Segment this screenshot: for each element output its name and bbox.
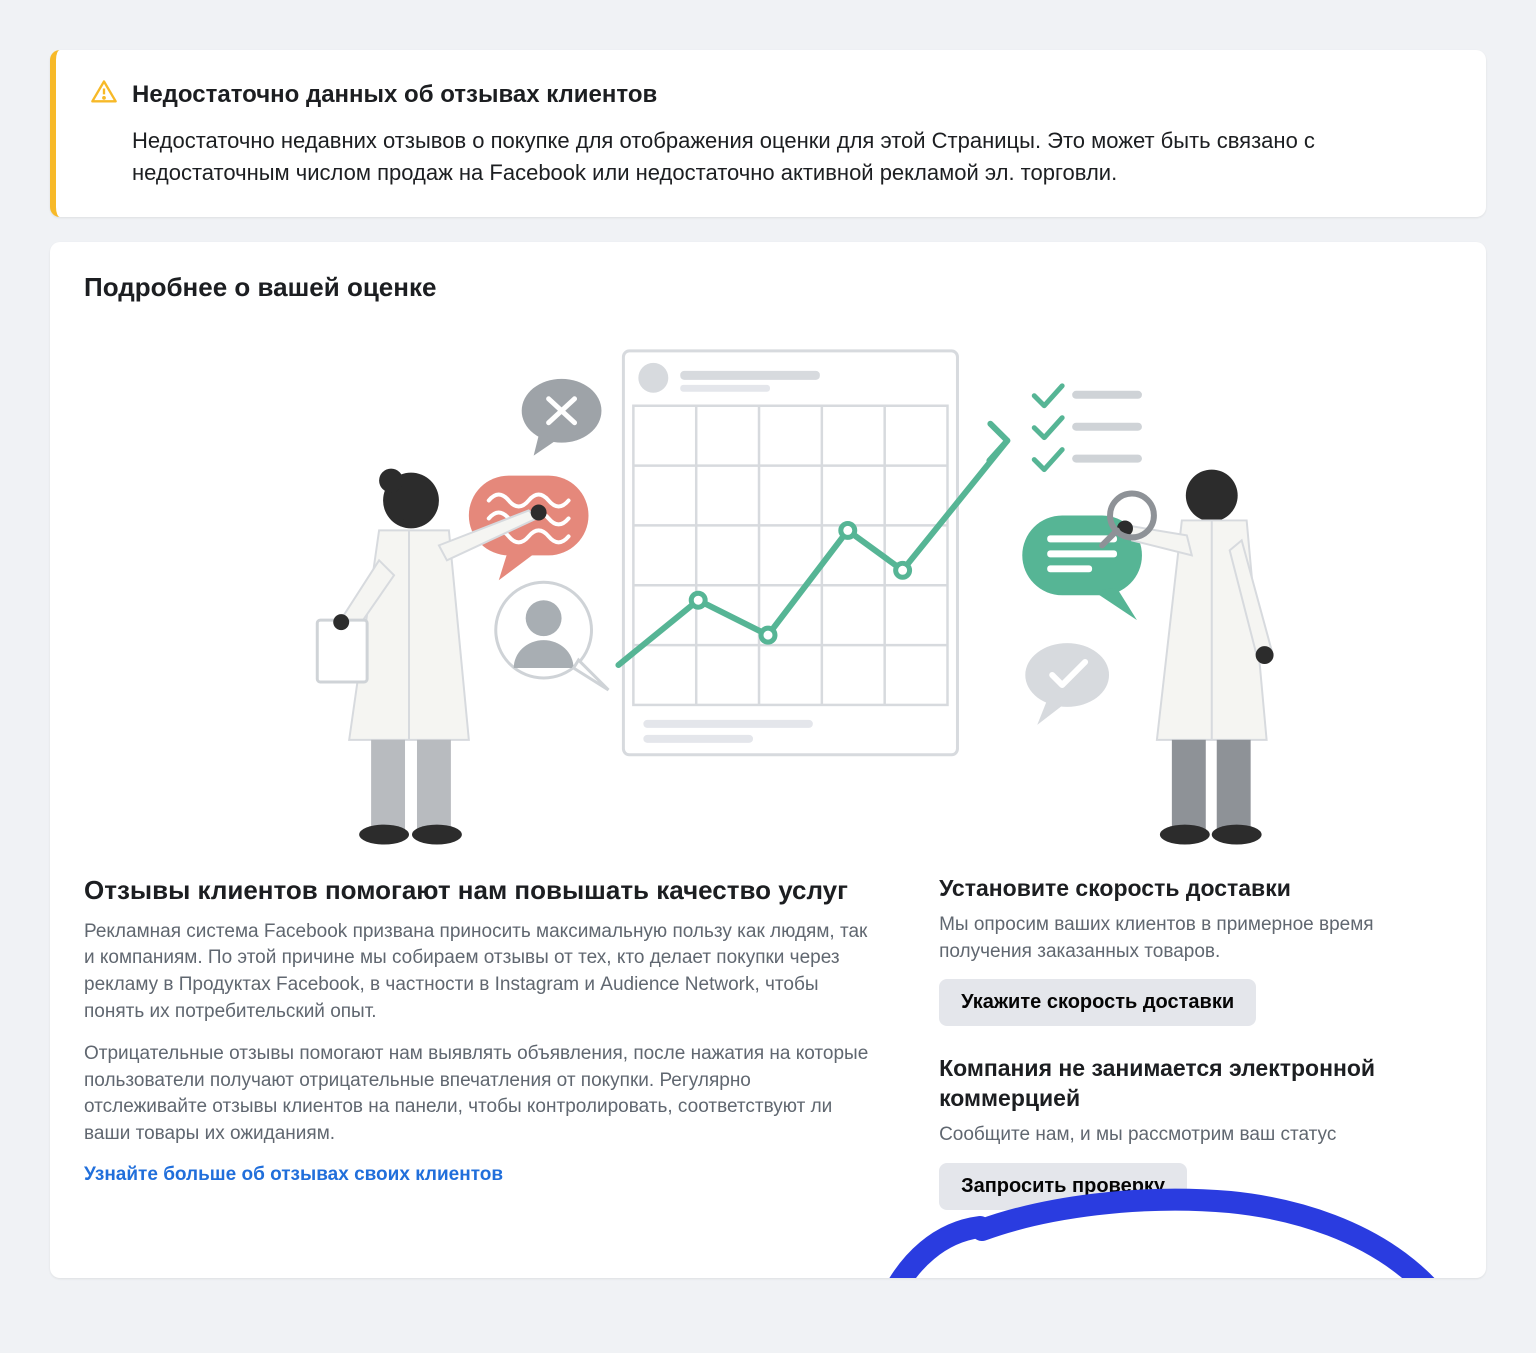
left-heading: Отзывы клиентов помогают нам повышать ка… xyxy=(84,874,879,907)
not-ecommerce-heading: Компания не занимается электронной комме… xyxy=(939,1054,1452,1114)
delivery-speed-heading: Установите скорость доставки xyxy=(939,874,1452,904)
left-paragraph-1: Рекламная система Facebook призвана прин… xyxy=(84,919,879,1025)
right-column: Установите скорость доставки Мы опросим … xyxy=(939,874,1452,1237)
set-delivery-speed-button[interactable]: Укажите скорость доставки xyxy=(939,979,1256,1026)
warning-triangle-icon xyxy=(90,78,118,111)
delivery-speed-block: Установите скорость доставки Мы опросим … xyxy=(939,874,1452,1026)
left-column: Отзывы клиентов помогают нам повышать ка… xyxy=(84,874,879,1237)
not-ecommerce-body: Сообщите нам, и мы рассмотрим ваш статус xyxy=(939,1122,1452,1149)
score-details-title: Подробнее о вашей оценке xyxy=(50,272,1486,321)
content-row: Отзывы клиентов помогают нам повышать ка… xyxy=(50,849,1486,1237)
delivery-speed-body: Мы опросим ваших клиентов в примерное вр… xyxy=(939,912,1452,965)
learn-more-link[interactable]: Узнайте больше об отзывах своих клиентов xyxy=(84,1164,503,1185)
left-paragraph-2: Отрицательные отзывы помогают нам выявля… xyxy=(84,1041,879,1147)
warning-title: Недостаточно данных об отзывах клиентов xyxy=(132,81,657,109)
request-review-button[interactable]: Запросить проверку xyxy=(939,1163,1187,1210)
feedback-illustration xyxy=(50,321,1486,850)
warning-header: Недостаточно данных об отзывах клиентов xyxy=(90,78,1452,111)
warning-body: Недостаточно недавних отзывов о покупке … xyxy=(132,125,1452,189)
score-details-card: Подробнее о вашей оценке xyxy=(50,242,1486,1278)
warning-card: Недостаточно данных об отзывах клиентов … xyxy=(50,50,1486,217)
not-ecommerce-block: Компания не занимается электронной комме… xyxy=(939,1054,1452,1209)
